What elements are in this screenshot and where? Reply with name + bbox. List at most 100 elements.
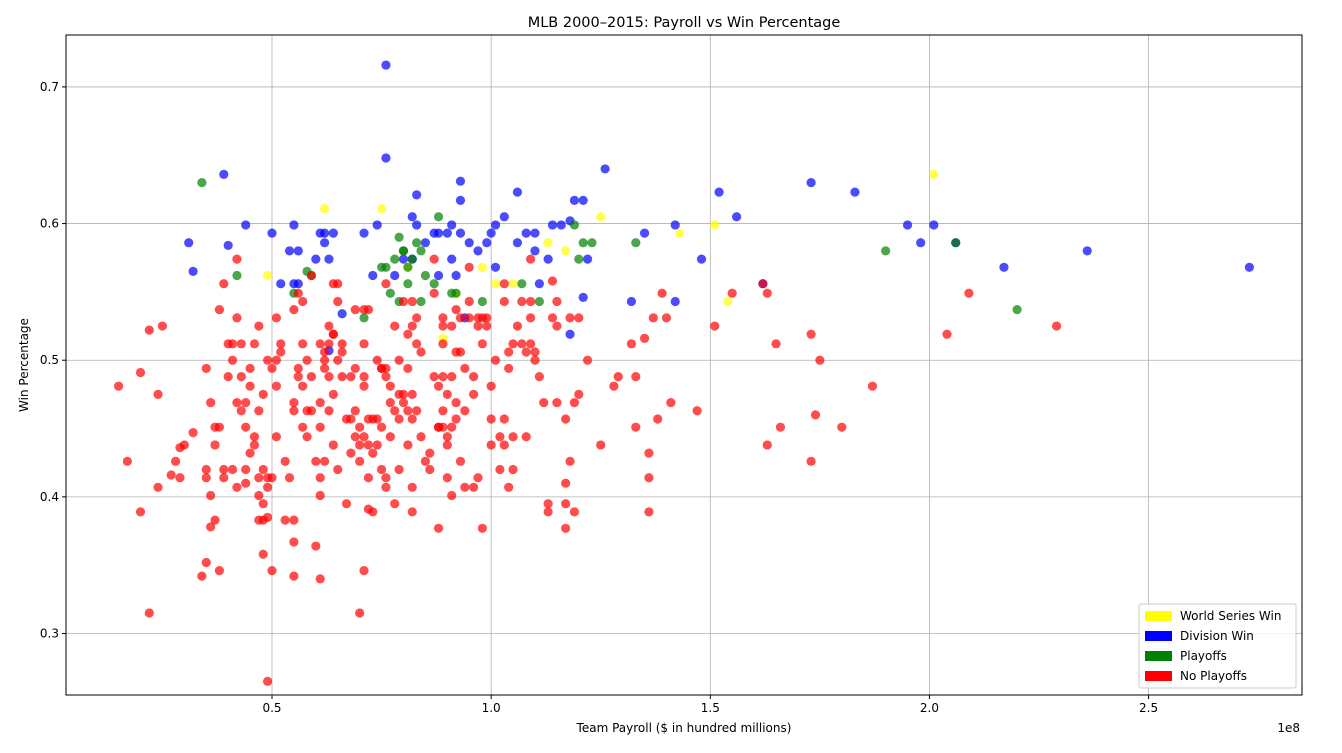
point-no-playoffs — [232, 397, 242, 408]
point-playoffs — [578, 238, 588, 248]
point-no-playoffs — [350, 363, 360, 374]
point-no-playoffs — [442, 389, 452, 399]
y-tick-label: 0.7 — [40, 80, 59, 94]
point-no-playoffs — [455, 347, 466, 357]
point-no-playoffs — [609, 381, 619, 391]
point-no-playoffs — [552, 397, 562, 408]
point-no-playoffs — [355, 422, 365, 432]
point-no-playoffs — [942, 329, 952, 339]
point-no-playoffs — [499, 414, 509, 424]
point-no-playoffs — [175, 473, 185, 483]
point-no-playoffs — [319, 363, 330, 374]
point-division-win — [267, 228, 277, 238]
point-no-playoffs — [561, 499, 571, 509]
point-no-playoffs — [477, 339, 487, 349]
point-no-playoffs — [596, 440, 606, 450]
point-no-playoffs — [144, 608, 154, 618]
point-no-playoffs — [359, 372, 369, 382]
point-no-playoffs — [407, 296, 417, 307]
point-division-win — [490, 262, 501, 272]
legend-box — [1138, 603, 1297, 689]
point-no-playoffs — [333, 355, 343, 365]
point-no-playoffs — [241, 422, 251, 432]
point-playoffs — [1012, 305, 1022, 315]
point-no-playoffs — [201, 363, 211, 374]
point-playoffs — [429, 279, 439, 289]
point-division-win — [499, 212, 509, 222]
point-no-playoffs — [407, 482, 417, 492]
point-no-playoffs — [236, 406, 246, 416]
point-no-playoffs — [355, 456, 365, 466]
point-no-playoffs — [657, 288, 667, 298]
point-no-playoffs — [692, 406, 702, 416]
point-no-playoffs — [289, 571, 299, 581]
point-no-playoffs — [867, 381, 878, 391]
point-no-playoffs — [210, 515, 220, 525]
point-no-playoffs — [302, 355, 312, 365]
point-division-win — [372, 220, 382, 230]
point-no-playoffs — [582, 355, 593, 365]
point-no-playoffs — [289, 305, 299, 315]
point-no-playoffs — [355, 440, 365, 450]
point-no-playoffs — [447, 321, 457, 331]
point-no-playoffs — [315, 473, 325, 483]
point-no-playoffs — [574, 313, 584, 323]
point-division-win — [420, 238, 431, 248]
point-division-win — [223, 240, 233, 251]
data-points — [113, 60, 1255, 686]
point-world-series-win — [561, 246, 571, 256]
point-division-win — [219, 169, 229, 179]
point-playoffs — [385, 288, 395, 298]
point-division-win — [626, 296, 637, 307]
point-no-playoffs — [271, 355, 281, 365]
point-playoffs — [416, 296, 426, 307]
point-no-playoffs — [219, 279, 229, 289]
point-no-playoffs — [810, 410, 821, 420]
point-no-playoffs — [552, 321, 562, 331]
point-division-win — [188, 266, 198, 276]
point-no-playoffs — [438, 339, 448, 349]
point-no-playoffs — [398, 296, 409, 307]
legend-label-playoffs: Playoffs — [1180, 649, 1227, 663]
point-no-playoffs — [486, 440, 496, 450]
point-no-playoffs — [214, 422, 225, 432]
point-division-win — [412, 220, 422, 230]
point-no-playoffs — [223, 372, 233, 382]
point-no-playoffs — [631, 372, 641, 382]
point-no-playoffs — [315, 339, 325, 349]
point-no-playoffs — [521, 347, 531, 357]
point-playoffs — [881, 246, 891, 256]
point-no-playoffs — [539, 397, 549, 408]
point-no-playoffs — [495, 432, 505, 442]
point-no-playoffs — [258, 464, 268, 475]
x-axis-ticks: 0.5 1.0 1.5 2.0 2.5 — [262, 695, 1158, 715]
point-no-playoffs — [631, 422, 641, 432]
point-no-playoffs — [249, 432, 260, 442]
point-no-playoffs — [372, 355, 382, 365]
x-tick-label: 2.5 — [1139, 701, 1158, 715]
point-no-playoffs — [280, 515, 290, 525]
point-division-win — [512, 187, 523, 197]
point-playoffs — [951, 238, 961, 248]
point-no-playoffs — [381, 363, 391, 374]
point-no-playoffs — [710, 321, 720, 331]
point-no-playoffs — [381, 473, 391, 483]
point-division-win — [578, 292, 588, 302]
point-no-playoffs — [433, 523, 444, 533]
point-no-playoffs — [442, 432, 452, 442]
point-no-playoffs — [447, 372, 457, 382]
point-no-playoffs — [425, 464, 435, 475]
point-no-playoffs — [433, 381, 444, 391]
point-no-playoffs — [639, 333, 650, 343]
point-no-playoffs — [144, 325, 154, 335]
point-no-playoffs — [644, 448, 654, 458]
point-no-playoffs — [298, 296, 308, 307]
point-no-playoffs — [328, 329, 338, 339]
point-division-win — [359, 228, 369, 238]
point-no-playoffs — [517, 339, 527, 349]
point-no-playoffs — [477, 523, 487, 533]
point-no-playoffs — [245, 363, 255, 374]
point-division-win — [490, 220, 501, 230]
point-no-playoffs — [293, 372, 303, 382]
point-no-playoffs — [385, 397, 395, 408]
